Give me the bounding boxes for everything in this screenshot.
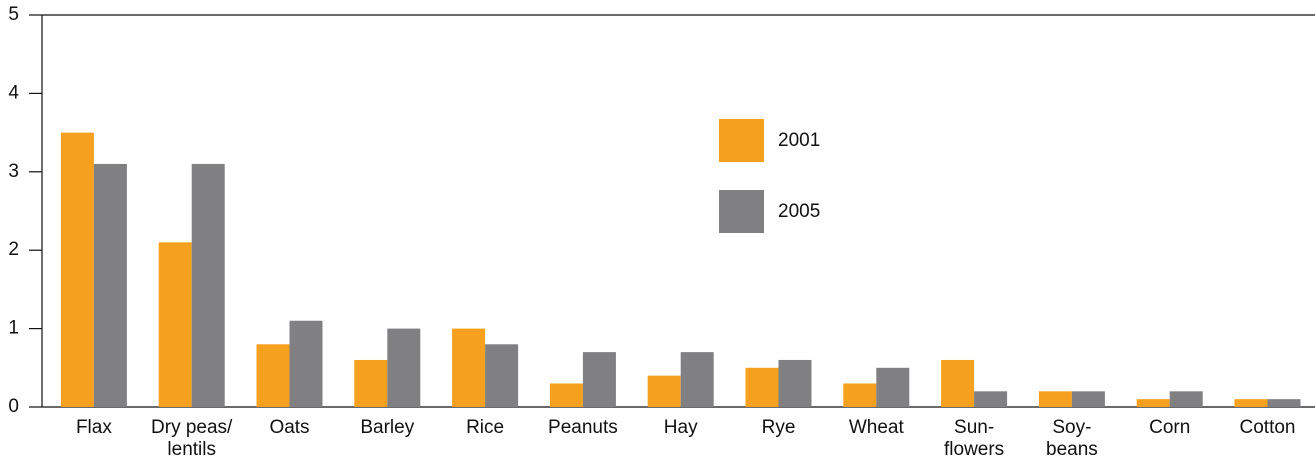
x-tick-label-line: Cotton xyxy=(1240,417,1296,438)
x-tick-label: Rye xyxy=(762,417,796,438)
bar xyxy=(1234,399,1268,407)
bar xyxy=(549,383,583,407)
bar xyxy=(289,320,323,407)
bar xyxy=(256,344,290,407)
x-tick-label: Soy-beans xyxy=(1046,417,1098,460)
bar xyxy=(1169,391,1203,407)
x-tick-label: Flax xyxy=(76,417,112,438)
bar xyxy=(582,352,616,407)
x-tick-label: Peanuts xyxy=(548,417,618,438)
x-tick-label: Oats xyxy=(269,417,309,438)
x-tick-label: Sun-flowers xyxy=(944,417,1004,460)
bar xyxy=(843,383,877,407)
x-tick-label: Corn xyxy=(1149,417,1190,438)
x-tick-label-line: flowers xyxy=(944,439,1004,460)
x-tick-label-line: Peanuts xyxy=(548,417,618,438)
x-tick-label: Wheat xyxy=(849,417,905,438)
bar xyxy=(354,359,388,407)
x-tick-label-line: Oats xyxy=(269,417,309,438)
x-tick-label: Barley xyxy=(360,417,414,438)
x-tick-label-line: lentils xyxy=(167,439,216,460)
y-tick-label: 5 xyxy=(8,4,19,25)
bar xyxy=(745,367,779,407)
y-tick-label: 4 xyxy=(8,82,19,103)
x-tick-label-line: Rye xyxy=(762,417,796,438)
x-tick-label: Hay xyxy=(664,417,698,438)
bar xyxy=(1071,391,1105,407)
bar xyxy=(1136,399,1170,407)
x-tick-label: Cotton xyxy=(1240,417,1296,438)
bar xyxy=(60,132,94,407)
bar xyxy=(93,163,127,407)
x-tick-label-line: Barley xyxy=(360,417,414,438)
bar xyxy=(647,375,681,407)
bar xyxy=(452,328,486,407)
y-tick-label: 0 xyxy=(8,396,19,417)
x-tick-label-line: beans xyxy=(1046,439,1098,460)
x-tick-label-line: Hay xyxy=(664,417,698,438)
bar xyxy=(387,328,421,407)
bar xyxy=(485,344,519,407)
x-tick-label-line: Soy- xyxy=(1052,417,1091,438)
bar xyxy=(191,163,225,407)
x-tick-label-line: Flax xyxy=(76,417,112,438)
legend-label: 2001 xyxy=(778,130,820,151)
bar xyxy=(941,359,975,407)
legend-swatch xyxy=(719,119,764,162)
bar xyxy=(1267,399,1301,407)
x-tick-label-line: Sun- xyxy=(954,417,994,438)
bar xyxy=(876,367,910,407)
y-tick-label: 1 xyxy=(8,318,19,339)
bar xyxy=(974,391,1008,407)
legend-swatch xyxy=(719,190,764,233)
x-tick-label-line: Dry peas/ xyxy=(151,417,233,438)
bar xyxy=(680,352,714,407)
bar xyxy=(778,359,812,407)
x-tick-label-line: Rice xyxy=(466,417,504,438)
legend-label: 2005 xyxy=(778,201,820,222)
x-tick-label: Dry peas/lentils xyxy=(151,417,233,460)
y-tick-label: 2 xyxy=(8,239,19,260)
bar xyxy=(158,242,192,407)
x-tick-label-line: Wheat xyxy=(849,417,905,438)
y-tick-label: 3 xyxy=(8,161,19,182)
bar xyxy=(1038,391,1072,407)
x-tick-label-line: Corn xyxy=(1149,417,1190,438)
x-tick-label: Rice xyxy=(466,417,504,438)
